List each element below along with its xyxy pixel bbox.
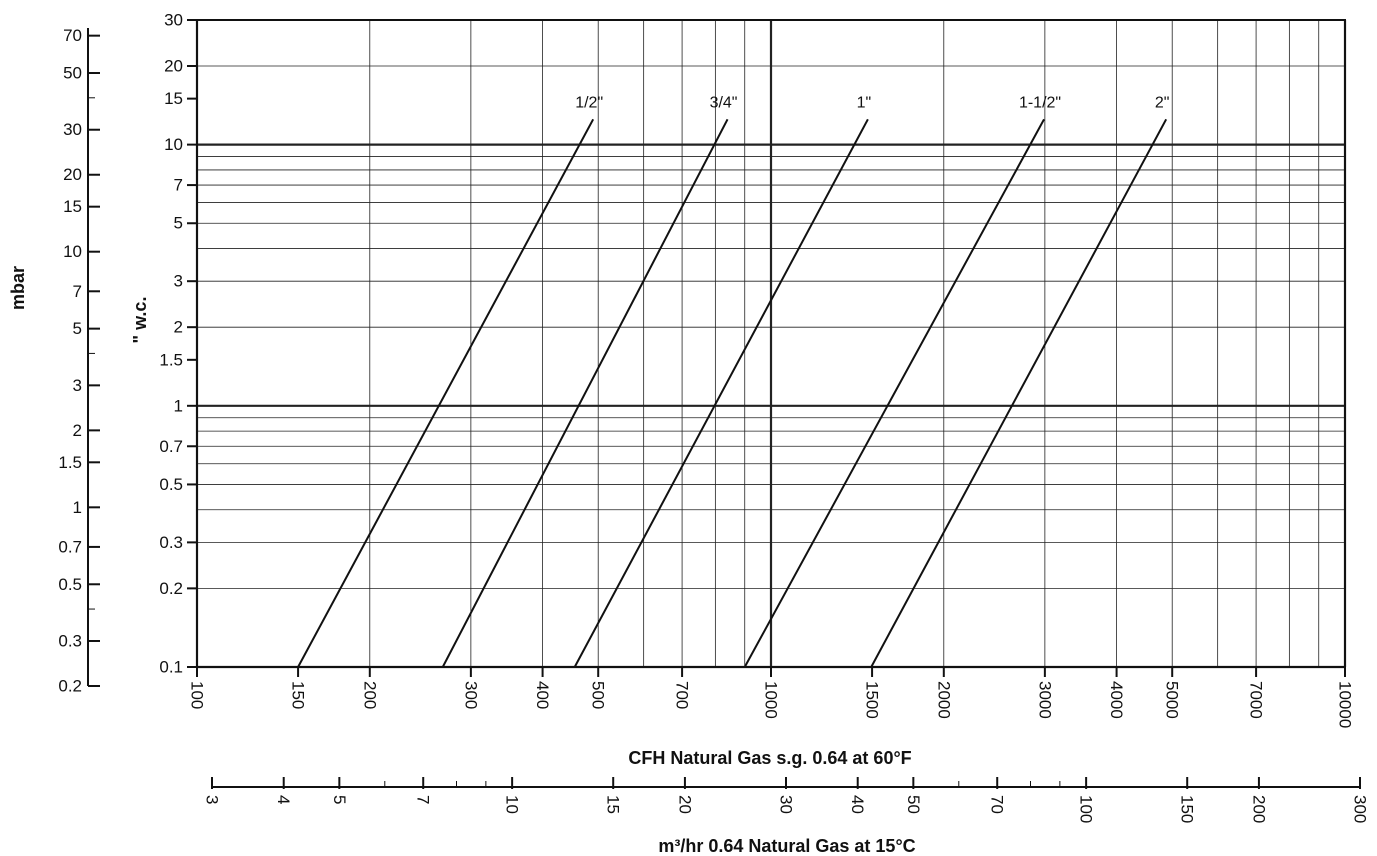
x-tick-label: 3000 — [1035, 681, 1054, 719]
m3hr-tick-label: 10 — [503, 795, 522, 814]
x-tick-label: 5000 — [1163, 681, 1182, 719]
grid — [195, 19, 1347, 669]
y-tick-label: 0.5 — [159, 475, 183, 494]
m3hr-tick-label: 3 — [203, 795, 222, 804]
pipe-size-line — [573, 118, 869, 668]
pipe-size-line — [870, 118, 1168, 668]
y-tick-label: 1 — [174, 396, 183, 415]
x-tick-label: 4000 — [1107, 681, 1126, 719]
mbar-tick-label: 10 — [63, 242, 82, 261]
y-axis-inches-wc: 0.1 0.2 0.3 0.5 0.7 1 1.5 2 3 5 7 10 15 20 30 — [159, 11, 197, 677]
x-tick-label: 100 — [188, 681, 207, 709]
y-tick-label: 30 — [164, 11, 183, 30]
y-tick-label: 2 — [174, 318, 183, 337]
mbar-tick-label: 0.7 — [58, 537, 82, 556]
x-tick-label: 200 — [360, 681, 379, 709]
pipe-size-label: 3/4" — [710, 94, 738, 111]
pipe-size-line — [297, 118, 595, 668]
y-tick-label: 7 — [174, 176, 183, 195]
m3hr-tick-label: 5 — [330, 795, 349, 804]
m3hr-tick-label: 300 — [1351, 795, 1370, 823]
m3hr-tick-label: 150 — [1178, 795, 1197, 823]
pipe-size-label: 1-1/2" — [1019, 94, 1061, 111]
x-tick-label: 700 — [673, 681, 692, 709]
m3hr-tick-label: 30 — [777, 795, 796, 814]
y-tick-label: 0.2 — [159, 579, 183, 598]
x-axis-title: CFH Natural Gas s.g. 0.64 at 60°F — [628, 748, 911, 768]
y-axis-title: " w.c. — [130, 297, 150, 344]
m3hr-tick-label: 50 — [904, 795, 923, 814]
mbar-tick-label: 20 — [63, 165, 82, 184]
x-tick-label: 7000 — [1247, 681, 1266, 719]
m3hr-tick-label: 40 — [848, 795, 867, 814]
mbar-tick-label: 0.3 — [58, 631, 82, 650]
pipe-size-label: 2" — [1155, 94, 1170, 111]
mbar-tick-label: 5 — [73, 319, 82, 338]
m3hr-tick-label: 4 — [274, 795, 293, 804]
y-tick-label: 0.7 — [159, 437, 183, 456]
mbar-tick-label: 1.5 — [58, 453, 82, 472]
mbar-tick-label: 1 — [73, 498, 82, 517]
m3hr-tick-label: 70 — [988, 795, 1007, 814]
mbar-tick-label: 3 — [73, 376, 82, 395]
x-axis-m3hr: 3 4 5 7 10 15 20 30 40 50 70 100 150 200 300 — [203, 777, 1370, 823]
pipe-size-label: 1" — [857, 94, 872, 111]
series-lines: 1/2" 3/4" 1" 1-1/2" 2" — [297, 94, 1170, 668]
m3hr-tick-label: 15 — [604, 795, 623, 814]
mbar-tick-label: 70 — [63, 26, 82, 45]
mbar-tick-label: 0.5 — [58, 575, 82, 594]
x-tick-label: 1000 — [762, 681, 781, 719]
x-tick-label: 500 — [589, 681, 608, 709]
x2-axis-title: m³/hr 0.64 Natural Gas at 15°C — [658, 836, 915, 856]
m3hr-tick-label: 100 — [1077, 795, 1096, 823]
mbar-tick-label: 50 — [63, 64, 82, 83]
mbar-tick-label: 30 — [63, 120, 82, 139]
pipe-size-line — [743, 118, 1045, 668]
y-tick-label: 10 — [164, 135, 183, 154]
mbar-tick-label: 2 — [73, 421, 82, 440]
x-tick-label: 10000 — [1336, 681, 1355, 728]
m3hr-tick-label: 7 — [414, 795, 433, 804]
pipe-size-line — [441, 118, 729, 668]
y-tick-label: 0.3 — [159, 533, 183, 552]
y-tick-label: 20 — [164, 56, 183, 75]
x-axis-cfh: 100 150 200 300 400 500 700 1000 1500 2000 3000 400… — [188, 667, 1355, 728]
pipe-size-label: 1/2" — [575, 94, 603, 111]
mbar-tick-label: 0.2 — [58, 677, 82, 696]
x-tick-label: 300 — [461, 681, 480, 709]
y-tick-label: 1.5 — [159, 350, 183, 369]
m3hr-tick-label: 20 — [675, 795, 694, 814]
y-tick-label: 0.1 — [159, 658, 183, 677]
x-tick-label: 400 — [533, 681, 552, 709]
m3hr-tick-label: 200 — [1249, 795, 1268, 823]
y2-axis-title: mbar — [8, 266, 28, 310]
x-tick-label: 2000 — [934, 681, 953, 719]
y-tick-label: 5 — [174, 214, 183, 233]
y-axis-mbar: 0.2 0.3 0.5 0.7 1 1.5 2 3 5 7 10 15 20 30 50 70 — [58, 26, 100, 696]
y-tick-label: 15 — [164, 89, 183, 108]
x-tick-label: 1500 — [863, 681, 882, 719]
mbar-tick-label: 15 — [63, 197, 82, 216]
x-tick-label: 150 — [289, 681, 308, 709]
mbar-tick-label: 7 — [73, 282, 82, 301]
y-tick-label: 3 — [174, 272, 183, 291]
